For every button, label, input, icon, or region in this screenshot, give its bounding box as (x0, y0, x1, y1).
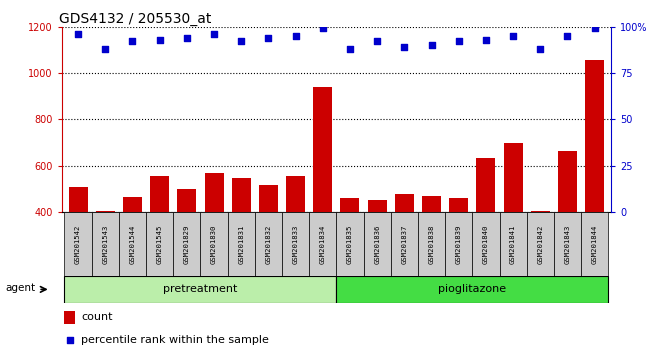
Point (155, 37, 165, 42)
Text: GSM201843: GSM201843 (564, 224, 571, 264)
Text: GSM201832: GSM201832 (265, 224, 272, 264)
Text: GSM201835: GSM201835 (347, 224, 353, 264)
Text: GSM201544: GSM201544 (129, 224, 135, 264)
Point (535, 46, 545, 52)
Point (590, 25, 600, 31)
Point (181, 35, 192, 40)
Point (562, 33, 573, 39)
Bar (68, 187, 88, 305)
FancyBboxPatch shape (363, 212, 391, 276)
Bar (231, 178, 251, 305)
Text: GSM201840: GSM201840 (483, 224, 489, 264)
Point (508, 33, 518, 39)
FancyBboxPatch shape (418, 212, 445, 276)
FancyBboxPatch shape (92, 212, 119, 276)
FancyBboxPatch shape (473, 212, 499, 276)
Point (65, 337, 75, 343)
Bar (585, 60, 604, 305)
Text: GSM201838: GSM201838 (428, 224, 435, 264)
Point (426, 42, 437, 48)
FancyBboxPatch shape (64, 212, 92, 276)
Bar (313, 87, 332, 305)
Text: pioglitazone: pioglitazone (438, 284, 506, 295)
Text: GSM201839: GSM201839 (456, 224, 462, 264)
FancyBboxPatch shape (337, 212, 363, 276)
Point (318, 25, 328, 31)
Bar (422, 196, 441, 305)
Text: GSM201834: GSM201834 (320, 224, 326, 264)
Point (399, 44, 410, 50)
Point (209, 31, 219, 37)
FancyBboxPatch shape (445, 212, 473, 276)
Bar (449, 199, 468, 305)
Text: percentile rank within the sample: percentile rank within the sample (81, 335, 269, 346)
Point (481, 37, 491, 42)
FancyBboxPatch shape (499, 212, 526, 276)
Point (236, 39, 246, 44)
Text: pretreatment: pretreatment (163, 284, 238, 295)
Bar (177, 189, 196, 305)
FancyBboxPatch shape (391, 212, 418, 276)
Text: GSM201836: GSM201836 (374, 224, 380, 264)
Point (372, 39, 382, 44)
Text: GSM201844: GSM201844 (592, 224, 598, 264)
FancyBboxPatch shape (554, 212, 581, 276)
Bar (368, 200, 387, 305)
Text: GSM201831: GSM201831 (238, 224, 244, 264)
Bar (150, 176, 169, 305)
Bar (476, 158, 495, 305)
FancyBboxPatch shape (255, 212, 282, 276)
Bar (96, 211, 115, 305)
Bar (64, 311, 75, 324)
Bar (123, 197, 142, 305)
FancyBboxPatch shape (174, 212, 200, 276)
Text: GSM201545: GSM201545 (157, 224, 162, 264)
Point (100, 46, 110, 52)
FancyBboxPatch shape (119, 212, 146, 276)
Bar (205, 173, 224, 305)
Text: GSM201833: GSM201833 (292, 224, 298, 264)
Text: GDS4132 / 205530_at: GDS4132 / 205530_at (59, 12, 211, 25)
Bar (395, 194, 414, 305)
Text: GSM201841: GSM201841 (510, 224, 516, 264)
Text: GSM201542: GSM201542 (75, 224, 81, 264)
FancyBboxPatch shape (64, 276, 337, 303)
Point (291, 33, 301, 39)
Text: GSM201842: GSM201842 (538, 224, 543, 264)
FancyBboxPatch shape (227, 212, 255, 276)
Text: GSM201829: GSM201829 (184, 224, 190, 264)
Point (454, 39, 464, 44)
FancyBboxPatch shape (200, 212, 227, 276)
FancyBboxPatch shape (146, 212, 174, 276)
FancyBboxPatch shape (581, 212, 608, 276)
FancyBboxPatch shape (282, 212, 309, 276)
Text: agent: agent (5, 283, 35, 293)
FancyBboxPatch shape (337, 276, 608, 303)
Text: GSM201543: GSM201543 (102, 224, 109, 264)
Text: GSM201830: GSM201830 (211, 224, 217, 264)
Bar (531, 211, 550, 305)
Bar (504, 143, 523, 305)
Point (73, 31, 83, 37)
Point (127, 39, 138, 44)
Bar (341, 199, 359, 305)
Point (263, 35, 274, 40)
FancyBboxPatch shape (309, 212, 337, 276)
FancyBboxPatch shape (526, 212, 554, 276)
Bar (558, 151, 577, 305)
Bar (286, 176, 305, 305)
Point (344, 46, 355, 52)
Text: count: count (81, 312, 112, 322)
Bar (259, 184, 278, 305)
Text: GSM201837: GSM201837 (401, 224, 408, 264)
